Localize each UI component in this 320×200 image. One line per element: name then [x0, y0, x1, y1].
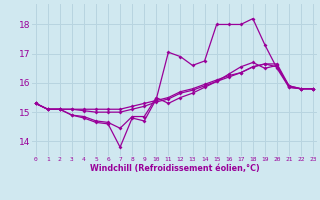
X-axis label: Windchill (Refroidissement éolien,°C): Windchill (Refroidissement éolien,°C): [90, 164, 259, 173]
